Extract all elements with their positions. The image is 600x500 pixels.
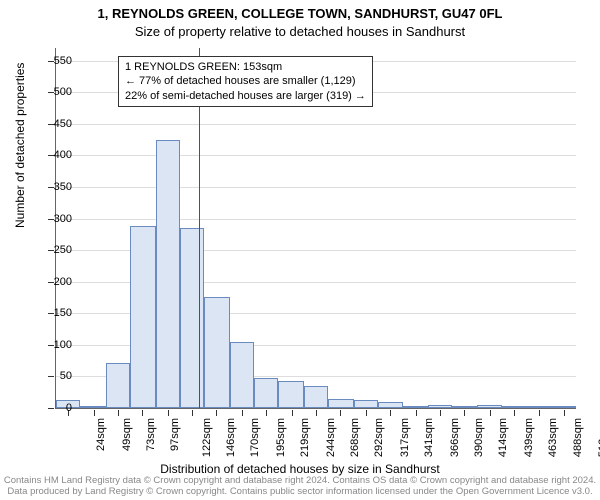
x-tick-label: 341sqm bbox=[423, 418, 435, 457]
histogram-bar bbox=[278, 381, 303, 408]
y-tick bbox=[48, 376, 54, 377]
histogram-bar bbox=[502, 406, 527, 408]
y-tick-label: 50 bbox=[60, 370, 72, 382]
x-tick bbox=[316, 410, 317, 416]
histogram-bar bbox=[378, 402, 403, 408]
chart-title-line1: 1, REYNOLDS GREEN, COLLEGE TOWN, SANDHUR… bbox=[0, 6, 600, 21]
x-tick-label: 463sqm bbox=[547, 418, 559, 457]
histogram-bar bbox=[328, 399, 353, 408]
x-tick bbox=[292, 410, 293, 416]
x-axis-title: Distribution of detached houses by size … bbox=[0, 462, 600, 476]
y-tick-label: 400 bbox=[54, 149, 72, 161]
x-tick-label: 73sqm bbox=[145, 418, 157, 451]
y-tick-label: 300 bbox=[54, 213, 72, 225]
footer-attribution: Contains HM Land Registry data © Crown c… bbox=[0, 475, 600, 497]
x-tick bbox=[514, 410, 515, 416]
y-tick-label: 450 bbox=[54, 118, 72, 130]
y-tick-label: 350 bbox=[54, 181, 72, 193]
x-tick bbox=[340, 410, 341, 416]
y-tick-label: 0 bbox=[66, 402, 72, 414]
histogram-bar bbox=[130, 226, 155, 408]
histogram-bar bbox=[552, 406, 576, 408]
x-tick-label: 414sqm bbox=[497, 418, 509, 457]
histogram-bar bbox=[156, 140, 180, 408]
x-tick bbox=[490, 410, 491, 416]
x-tick-label: 24sqm bbox=[95, 418, 107, 451]
x-tick bbox=[539, 410, 540, 416]
x-tick bbox=[142, 410, 143, 416]
x-tick bbox=[192, 410, 193, 416]
y-tick-label: 550 bbox=[54, 55, 72, 67]
annotation-box: 1 REYNOLDS GREEN: 153sqm← 77% of detache… bbox=[118, 56, 373, 107]
x-tick-label: 97sqm bbox=[169, 418, 181, 451]
x-tick-label: 390sqm bbox=[473, 418, 485, 457]
x-tick-label: 195sqm bbox=[275, 418, 287, 457]
annotation-line: 22% of semi-detached houses are larger (… bbox=[125, 89, 366, 103]
y-axis-title: Number of detached properties bbox=[13, 63, 27, 228]
x-tick-label: 170sqm bbox=[250, 418, 262, 457]
histogram-bar bbox=[304, 386, 328, 408]
x-tick bbox=[564, 410, 565, 416]
histogram-bar bbox=[527, 406, 551, 408]
x-tick bbox=[242, 410, 243, 416]
x-tick-label: 439sqm bbox=[523, 418, 535, 457]
x-tick-label: 268sqm bbox=[349, 418, 361, 457]
x-tick-label: 366sqm bbox=[449, 418, 461, 457]
x-tick-label: 317sqm bbox=[399, 418, 411, 457]
x-tick bbox=[440, 410, 441, 416]
y-tick-label: 500 bbox=[54, 86, 72, 98]
histogram-bar bbox=[106, 363, 130, 408]
chart-title-line2: Size of property relative to detached ho… bbox=[0, 24, 600, 39]
histogram-bar bbox=[180, 228, 204, 408]
histogram-bar bbox=[354, 400, 378, 408]
histogram-plot: 1 REYNOLDS GREEN: 153sqm← 77% of detache… bbox=[55, 48, 576, 409]
y-tick-label: 250 bbox=[54, 244, 72, 256]
histogram-bar bbox=[403, 406, 427, 408]
x-tick-label: 49sqm bbox=[121, 418, 133, 451]
x-tick bbox=[168, 410, 169, 416]
y-tick-label: 100 bbox=[54, 339, 72, 351]
x-tick bbox=[366, 410, 367, 416]
gridline bbox=[56, 219, 576, 220]
x-tick-label: 292sqm bbox=[374, 418, 386, 457]
x-tick bbox=[464, 410, 465, 416]
annotation-line: 1 REYNOLDS GREEN: 153sqm bbox=[125, 60, 366, 74]
gridline bbox=[56, 187, 576, 188]
histogram-bar bbox=[230, 342, 254, 408]
annotation-line: ← 77% of detached houses are smaller (1,… bbox=[125, 74, 366, 88]
histogram-bar bbox=[428, 405, 452, 408]
y-tick-label: 200 bbox=[54, 276, 72, 288]
x-tick bbox=[94, 410, 95, 416]
histogram-bar bbox=[204, 297, 229, 408]
y-tick bbox=[48, 408, 54, 409]
x-tick bbox=[118, 410, 119, 416]
x-tick-label: 122sqm bbox=[201, 418, 213, 457]
x-tick-label: 488sqm bbox=[573, 418, 585, 457]
histogram-bar bbox=[254, 378, 278, 408]
histogram-bar bbox=[477, 405, 501, 408]
x-tick bbox=[416, 410, 417, 416]
x-tick bbox=[390, 410, 391, 416]
histogram-bar bbox=[80, 406, 105, 408]
x-tick bbox=[266, 410, 267, 416]
x-tick bbox=[216, 410, 217, 416]
x-tick-label: 244sqm bbox=[325, 418, 337, 457]
x-tick-label: 146sqm bbox=[225, 418, 237, 457]
y-tick-label: 150 bbox=[54, 307, 72, 319]
gridline bbox=[56, 155, 576, 156]
histogram-bar bbox=[452, 406, 477, 408]
gridline bbox=[56, 124, 576, 125]
x-tick-label: 219sqm bbox=[299, 418, 311, 457]
